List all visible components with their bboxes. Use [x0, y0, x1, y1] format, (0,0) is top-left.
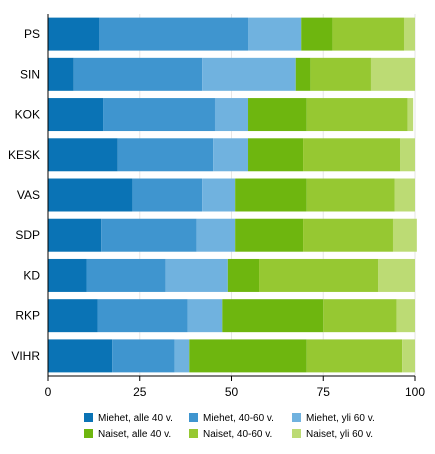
category-label: RKP	[15, 309, 40, 323]
legend-label: Naiset, alle 40 v.	[98, 429, 171, 440]
bar-segment-kd-series-1	[48, 258, 87, 292]
bar-segment-vas-series-1	[48, 178, 133, 212]
legend-label: Miehet, alle 40 v.	[98, 413, 173, 424]
category-label: KESK	[8, 148, 40, 162]
bar-segment-ps-series-3	[248, 17, 302, 51]
category-label: PS	[24, 27, 40, 41]
legend-swatch	[189, 429, 198, 438]
category-label: SDP	[15, 228, 40, 242]
bar-segment-sdp-series-4	[235, 218, 304, 252]
bar-segment-vihr-series-1	[48, 339, 113, 373]
bar-segment-sdp-series-2	[101, 218, 197, 252]
bar-segment-sin-series-4	[295, 57, 311, 91]
bar-segment-ps-series-1	[48, 17, 100, 51]
bar-segment-ps-series-4	[301, 17, 333, 51]
bar-segment-sin-series-1	[48, 57, 74, 91]
bar-segment-ps-series-2	[99, 17, 249, 51]
bar-segment-ps-series-6	[403, 17, 415, 51]
bar-segment-kesk-series-2	[117, 138, 214, 172]
bar-segment-sin-series-3	[202, 57, 296, 91]
bar-segment-rkp-series-2	[97, 299, 188, 333]
bar-segment-vihr-series-4	[189, 339, 307, 373]
x-tick-label: 0	[45, 385, 52, 399]
category-label: SIN	[20, 67, 40, 81]
category-label: KOK	[15, 108, 40, 122]
bar-segment-sdp-series-6	[392, 218, 417, 252]
legend-label: Naiset, 40-60 v.	[203, 429, 272, 440]
bar-segment-kesk-series-5	[303, 138, 401, 172]
legend-swatch	[292, 429, 301, 438]
bar-segment-kd-series-4	[227, 258, 260, 292]
bar-segment-kok-series-1	[48, 98, 104, 132]
category-label: VIHR	[11, 349, 40, 363]
x-tick-label: 75	[317, 385, 331, 399]
bar-segment-kok-series-4	[248, 98, 307, 132]
bar-segment-vihr-series-5	[306, 339, 403, 373]
bar-segment-kok-series-6	[407, 98, 414, 132]
category-labels: PS SIN KOK KESK VAS SDP KD RKP VIHR	[8, 27, 40, 363]
bar-segment-kesk-series-6	[400, 138, 415, 172]
bar-segment-rkp-series-3	[187, 299, 223, 333]
bar-segment-rkp-series-6	[396, 299, 415, 333]
x-tick-label: 100	[405, 385, 425, 399]
bar-segment-rkp-series-5	[323, 299, 397, 333]
bar-segment-vihr-series-2	[112, 339, 175, 373]
legend-swatch	[189, 413, 198, 422]
legend-swatch	[84, 429, 93, 438]
category-label: KD	[23, 268, 40, 282]
bar-segment-rkp-series-4	[222, 299, 324, 333]
legend: Miehet, alle 40 v. Miehet, 40-60 v. Miehet…	[84, 413, 375, 440]
bar-segment-sin-series-6	[370, 57, 415, 91]
bar-segment-rkp-series-1	[48, 299, 98, 333]
bar-segment-kok-series-5	[306, 98, 408, 132]
legend-label: Miehet, yli 60 v.	[306, 413, 375, 424]
category-label: VAS	[17, 188, 40, 202]
bar-segment-vihr-series-6	[402, 339, 415, 373]
bar-segment-kok-series-3	[214, 98, 249, 132]
bar-segment-kd-series-3	[165, 258, 228, 292]
bar-segment-sin-series-5	[310, 57, 371, 91]
bar-segment-vas-series-6	[394, 178, 415, 212]
bar-segment-vihr-series-3	[174, 339, 190, 373]
bar-segment-vas-series-2	[132, 178, 203, 212]
bar-segment-kd-series-2	[86, 258, 166, 292]
x-tick-label: 50	[225, 385, 239, 399]
bar-segment-kesk-series-3	[213, 138, 249, 172]
bar-segment-sdp-series-3	[196, 218, 236, 252]
x-axis: 0 25 50 75 100	[45, 14, 425, 399]
bar-segment-sdp-series-5	[303, 218, 393, 252]
legend-swatch	[292, 413, 301, 422]
legend-swatch	[84, 413, 93, 422]
legend-label: Miehet, 40-60 v.	[203, 413, 274, 424]
bar-segment-vas-series-5	[306, 178, 395, 212]
legend-label: Naiset, yli 60 v.	[306, 429, 373, 440]
x-tick-label: 25	[133, 385, 147, 399]
bar-segment-kesk-series-1	[48, 138, 118, 172]
bar-segment-vas-series-3	[202, 178, 236, 212]
bar-segment-vas-series-4	[235, 178, 307, 212]
bar-segment-kesk-series-4	[248, 138, 304, 172]
bar-segment-kok-series-2	[103, 98, 215, 132]
bars	[48, 17, 417, 373]
bar-segment-sin-series-2	[73, 57, 203, 91]
bar-segment-ps-series-5	[332, 17, 404, 51]
bar-segment-sdp-series-1	[48, 218, 102, 252]
bar-segment-kd-series-5	[259, 258, 379, 292]
bar-segment-kd-series-6	[378, 258, 415, 292]
